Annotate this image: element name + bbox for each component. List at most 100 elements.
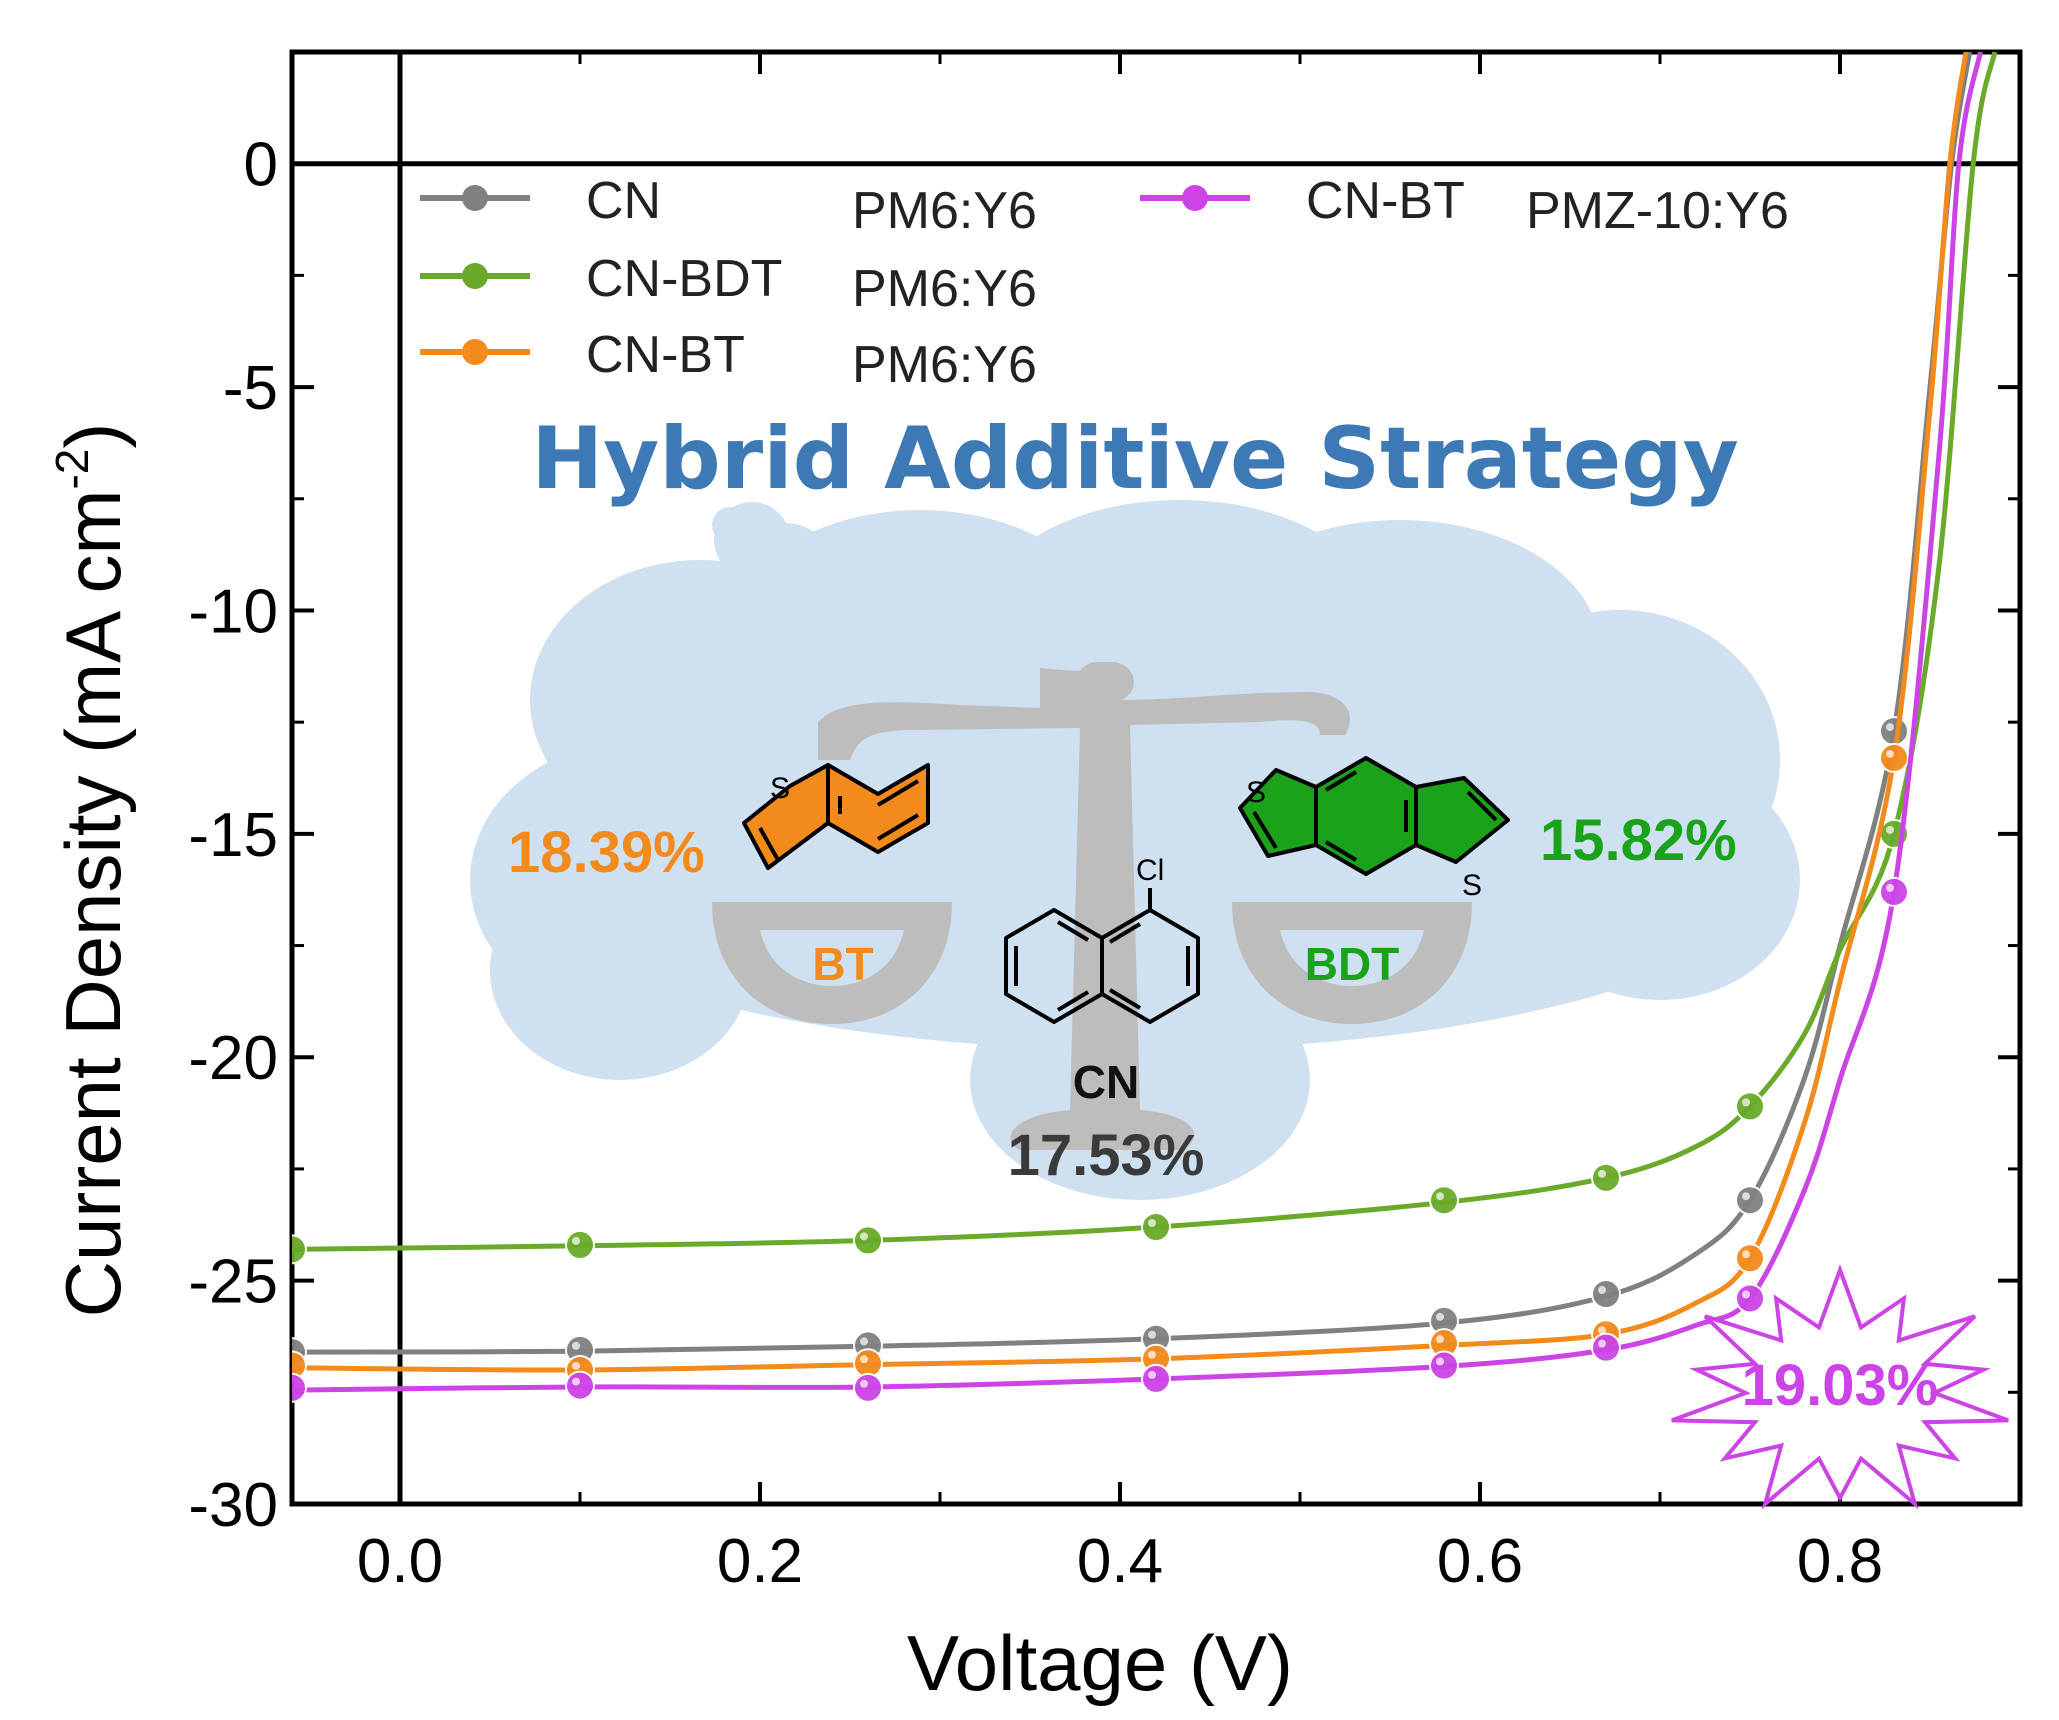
legend-blend: PM6:Y6 xyxy=(852,182,1037,240)
cn-chlorine-label: Cl xyxy=(1136,854,1164,887)
legend-series-name: CN-BT xyxy=(1306,172,1465,230)
y-tick-label: -15 xyxy=(188,801,278,870)
data-point xyxy=(1591,1332,1621,1363)
bdt-sulfur-label-top: S xyxy=(1246,776,1266,809)
x-tick-label: 0.4 xyxy=(1077,1527,1163,1596)
left-pan xyxy=(712,902,952,1024)
data-point-highlight xyxy=(860,1379,868,1388)
data-point xyxy=(1735,1243,1765,1274)
cn-pce-label: 17.53% xyxy=(1008,1123,1205,1188)
legend-swatch-marker xyxy=(462,263,488,289)
star-pce-label: 19.03% xyxy=(1742,1353,1939,1418)
data-point-highlight xyxy=(572,1361,580,1370)
x-tick-label: 0.8 xyxy=(1797,1527,1883,1596)
data-point-highlight xyxy=(1742,1250,1750,1259)
y-tick-label: -5 xyxy=(223,354,278,423)
series-line xyxy=(292,52,1998,1252)
data-point xyxy=(1735,1091,1765,1122)
data-point-highlight xyxy=(1436,1335,1444,1344)
data-point-highlight xyxy=(860,1232,868,1241)
data-point xyxy=(1879,876,1909,907)
y-axis-title-superscript: -2 xyxy=(46,449,98,490)
legend-blend: PM6:Y6 xyxy=(852,336,1037,394)
bt-pce-label: 18.39% xyxy=(508,820,705,885)
y-tick-label: -25 xyxy=(188,1248,278,1317)
data-point-highlight xyxy=(1598,1339,1606,1348)
data-point xyxy=(853,1372,883,1403)
y-tick-label: 0 xyxy=(244,131,278,200)
legend: CN PM6:Y6 CN-BDT PM6:Y6 CN-BT PM6:Y6 CN-BT PMZ-… xyxy=(420,172,1789,394)
x-tick-label: 0.0 xyxy=(357,1527,443,1596)
legend-swatch-marker xyxy=(462,339,488,365)
y-axis-title: Current Density (mA cm-2) xyxy=(46,423,137,1318)
legend-series-name: CN-BT xyxy=(586,326,745,384)
data-point xyxy=(853,1225,883,1256)
data-point-highlight xyxy=(860,1337,868,1346)
x-tick-label: 0.2 xyxy=(717,1527,803,1596)
y-tick-label: -20 xyxy=(188,1024,278,1093)
data-point-highlight xyxy=(1436,1312,1444,1321)
legend-blend: PM6:Y6 xyxy=(852,260,1037,318)
cloud-shape xyxy=(470,500,1800,1200)
data-point xyxy=(1141,1212,1171,1243)
data-point-highlight xyxy=(572,1236,580,1245)
benzothiophene-structure xyxy=(742,763,930,870)
data-point xyxy=(292,1372,307,1403)
legend-series-name: CN xyxy=(586,172,661,230)
plot-frame xyxy=(289,49,2023,1507)
data-point-highlight xyxy=(1742,1098,1750,1107)
series-line xyxy=(292,52,1969,1373)
data-point xyxy=(565,1370,595,1401)
x-axis-title: Voltage (V) xyxy=(907,1619,1293,1707)
data-point xyxy=(565,1229,595,1260)
data-point xyxy=(1879,742,1909,773)
y-axis-title-main: Current Density (mA cm xyxy=(49,490,137,1318)
data-point-highlight xyxy=(1598,1326,1606,1335)
data-point xyxy=(1735,1283,1765,1314)
y-tick-label: -30 xyxy=(188,1471,278,1540)
data-point xyxy=(1429,1350,1459,1381)
data-point-highlight xyxy=(1598,1169,1606,1178)
bt-sulfur-label: S xyxy=(770,772,790,805)
data-point-highlight xyxy=(1148,1350,1156,1359)
star-burst xyxy=(1671,1264,2009,1510)
x-tick-label: 0.6 xyxy=(1437,1527,1523,1596)
data-point-highlight xyxy=(1148,1219,1156,1228)
data-point xyxy=(292,1234,307,1265)
legend-swatch-marker xyxy=(1182,185,1208,211)
data-point-highlight xyxy=(1148,1370,1156,1379)
data-point xyxy=(1735,1185,1765,1216)
cn-label: CN xyxy=(1073,1056,1139,1108)
axes: 0.0 0.2 0.4 0.6 0.8 0 -5 -10 -15 -20 -25 -30 xyxy=(188,49,2023,1596)
data-point xyxy=(1429,1185,1459,1216)
bt-label: BT xyxy=(812,938,873,990)
bdt-sulfur-label-bottom: S xyxy=(1462,869,1482,902)
data-point xyxy=(1141,1363,1171,1394)
legend-series-name: CN-BDT xyxy=(586,250,782,308)
data-point-highlight xyxy=(1436,1357,1444,1366)
zero-lines xyxy=(292,52,2020,1504)
champion-pce-star: 19.03% xyxy=(1671,1264,2009,1510)
y-axis-title-close: ) xyxy=(49,423,137,449)
data-point-highlight xyxy=(1148,1330,1156,1339)
data-point-highlight xyxy=(1886,723,1894,732)
legend-swatch-marker xyxy=(462,185,488,211)
y-tick-label: -10 xyxy=(188,577,278,646)
series-cn-bdt-1 xyxy=(292,52,1998,1265)
hybrid-additive-illustration: Hybrid Additive Strategy S 18.39% BT xyxy=(470,409,1800,1200)
data-point-highlight xyxy=(1886,749,1894,758)
data-point-highlight xyxy=(572,1341,580,1350)
data-point-highlight xyxy=(1436,1192,1444,1201)
benzodithiophene-structure xyxy=(1238,756,1510,876)
data-point-highlight xyxy=(1598,1286,1606,1295)
data-point-highlight xyxy=(1742,1290,1750,1299)
bdt-pce-label: 15.82% xyxy=(1540,808,1737,873)
right-pan xyxy=(1232,902,1472,1024)
data-point-highlight xyxy=(860,1355,868,1364)
bdt-label: BDT xyxy=(1305,938,1400,990)
data-point xyxy=(1591,1279,1621,1310)
data-point-highlight xyxy=(1886,883,1894,892)
overlay-title: Hybrid Additive Strategy xyxy=(531,409,1739,509)
data-point xyxy=(1879,716,1909,747)
